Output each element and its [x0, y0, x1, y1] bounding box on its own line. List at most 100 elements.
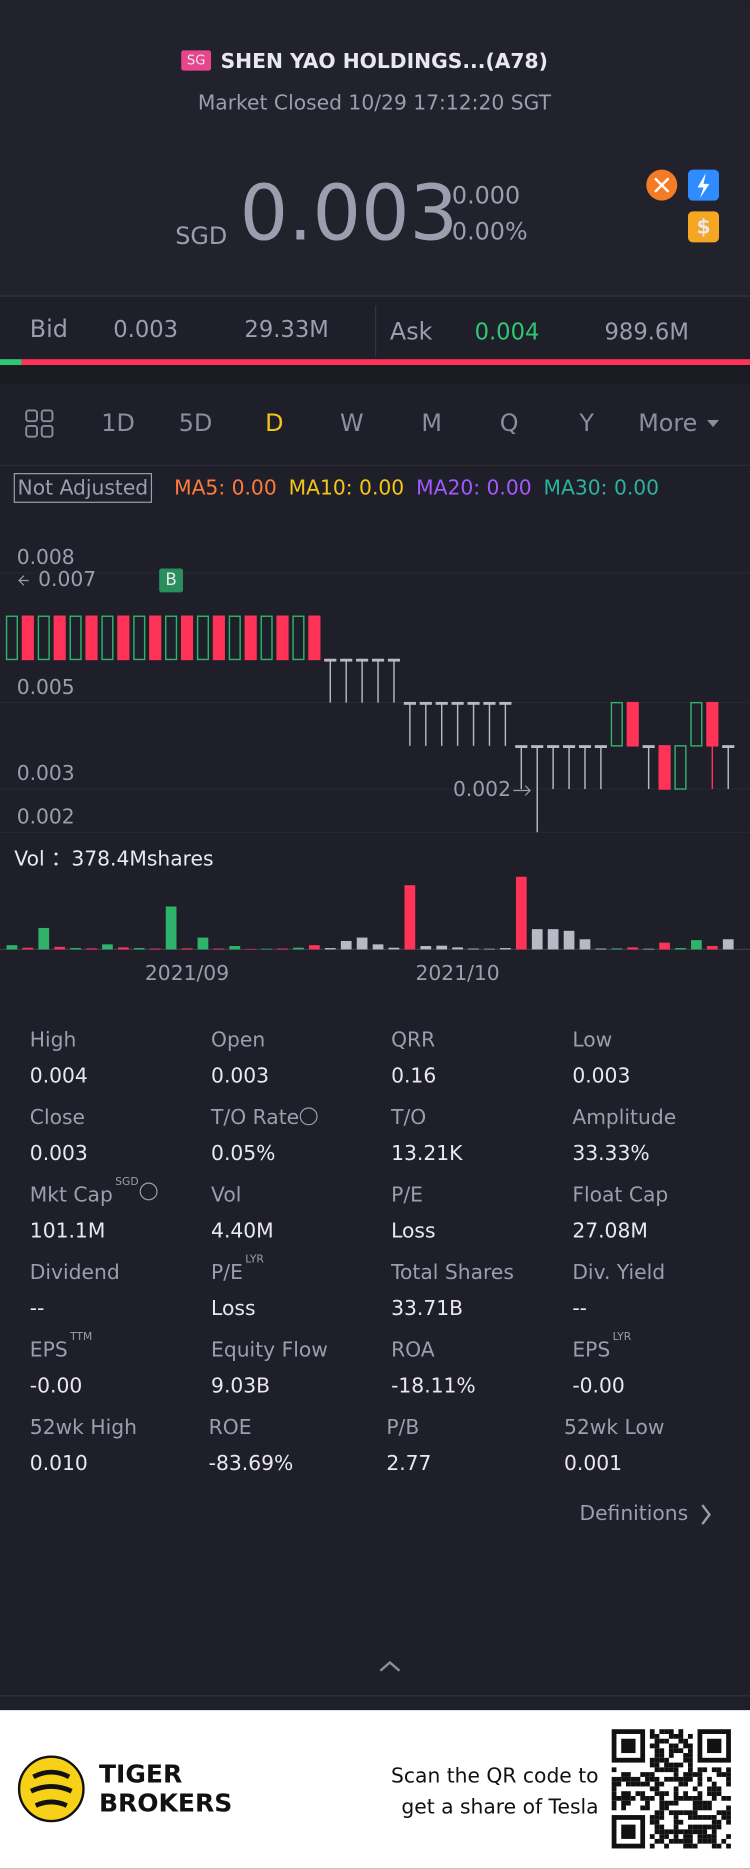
qr-module [673, 1815, 679, 1820]
tab[interactable]: W [340, 409, 364, 437]
low-label: 0.002 [453, 777, 511, 801]
qr-module [640, 1781, 646, 1787]
volume-bar [627, 947, 639, 950]
qr-module [659, 1824, 665, 1830]
tab[interactable]: 5D [179, 409, 213, 437]
qr-module [664, 1800, 669, 1806]
stat-label: T/O Rate [210, 1105, 299, 1129]
qr-module [678, 1729, 684, 1734]
qr-module [711, 1767, 717, 1773]
stat-label: Mkt Cap [30, 1183, 113, 1207]
bid-size: 29.33M [244, 317, 328, 343]
qr-module [678, 1781, 684, 1787]
qr-module [668, 1838, 674, 1844]
qr-module [621, 1805, 626, 1811]
qr-module [654, 1733, 660, 1739]
qr-module [668, 1729, 674, 1734]
qr-module [687, 1767, 693, 1773]
volume-bar [706, 946, 718, 950]
title[interactable]: SHEN YAO HOLDINGS...(A78) [221, 49, 548, 73]
qr-module [707, 1805, 712, 1811]
volume-bar [659, 942, 670, 950]
qr-module [625, 1781, 631, 1787]
tab[interactable]: Q [500, 409, 519, 437]
volume-bar [54, 946, 66, 950]
stat-label: EPS [572, 1338, 610, 1362]
qr-module [673, 1824, 679, 1830]
low-arrow [513, 785, 531, 796]
qr-module [711, 1791, 717, 1796]
icon-gold[interactable] [687, 211, 719, 243]
logo-stripes [29, 1769, 73, 1808]
layout-icon[interactable] [25, 409, 54, 438]
qr-module [621, 1795, 626, 1801]
bid: 0.003 [113, 317, 178, 343]
volume-bar [70, 948, 81, 950]
qr-module [621, 1772, 626, 1777]
qr-module [625, 1772, 631, 1777]
qr-module [664, 1738, 669, 1744]
tab[interactable]: More [638, 409, 697, 437]
volume-bar [404, 885, 416, 950]
qr-module [721, 1795, 727, 1801]
qr-module [707, 1800, 712, 1806]
volume-bar [293, 947, 304, 950]
stat-label: Close [30, 1105, 85, 1129]
qr-module [654, 1838, 660, 1844]
stat-value: -18.11% [391, 1374, 476, 1398]
tab[interactable]: 1D [101, 409, 135, 437]
header-bg [0, 0, 750, 296]
candle-body [547, 745, 560, 749]
qr-module [649, 1729, 655, 1734]
qr-module [649, 1733, 655, 1739]
candle-body [180, 615, 194, 661]
stat-label: P/E [391, 1183, 423, 1207]
qr-module [659, 1781, 665, 1787]
brand-line: TIGER [99, 1760, 182, 1789]
qr-module [649, 1772, 655, 1777]
volume-bar [181, 948, 193, 950]
collapse[interactable] [379, 1660, 401, 1672]
stat-value: 0.003 [572, 1063, 630, 1087]
qr-module [707, 1815, 712, 1820]
stat-sup: LYR [613, 1330, 632, 1343]
qr-module [683, 1834, 688, 1839]
qr-module [649, 1843, 655, 1849]
stat-value: 4.40M [211, 1218, 274, 1242]
tab[interactable]: D [265, 409, 283, 437]
qr-module [687, 1743, 693, 1749]
qr-code [611, 1729, 731, 1849]
tab[interactable]: Y [578, 409, 594, 437]
candle-body [658, 745, 671, 790]
qr-module [668, 1810, 674, 1816]
qr-module [668, 1743, 674, 1749]
qr-module [711, 1786, 717, 1792]
qr-module [616, 1781, 622, 1787]
qr-module [664, 1834, 669, 1839]
adjust[interactable]: Not Adjusted [18, 476, 149, 500]
qr-module [678, 1776, 684, 1782]
candle-body [85, 615, 98, 661]
qr-module [702, 1767, 708, 1773]
definitions[interactable]: Definitions [579, 1501, 688, 1525]
adjust-box[interactable] [13, 473, 153, 503]
candle-body [101, 615, 114, 661]
volume-bar [595, 948, 607, 950]
stat-value: 101.1M [30, 1218, 106, 1242]
qr-module [668, 1800, 674, 1806]
tab[interactable]: M [421, 409, 442, 437]
stat-label: Low [572, 1028, 612, 1052]
candle-body [165, 615, 178, 661]
qr-module [702, 1805, 708, 1811]
qr-module [630, 1781, 636, 1787]
volume-bar [165, 906, 177, 950]
qr-module [692, 1810, 698, 1816]
qr-module [726, 1834, 731, 1839]
ma-label: MA20: 0.00 [416, 476, 532, 500]
qr-module [659, 1738, 665, 1744]
qr-module [673, 1834, 679, 1839]
qr-module [716, 1819, 722, 1825]
candle-body [515, 745, 528, 749]
candle-body [292, 615, 305, 661]
qr-module [683, 1810, 688, 1816]
